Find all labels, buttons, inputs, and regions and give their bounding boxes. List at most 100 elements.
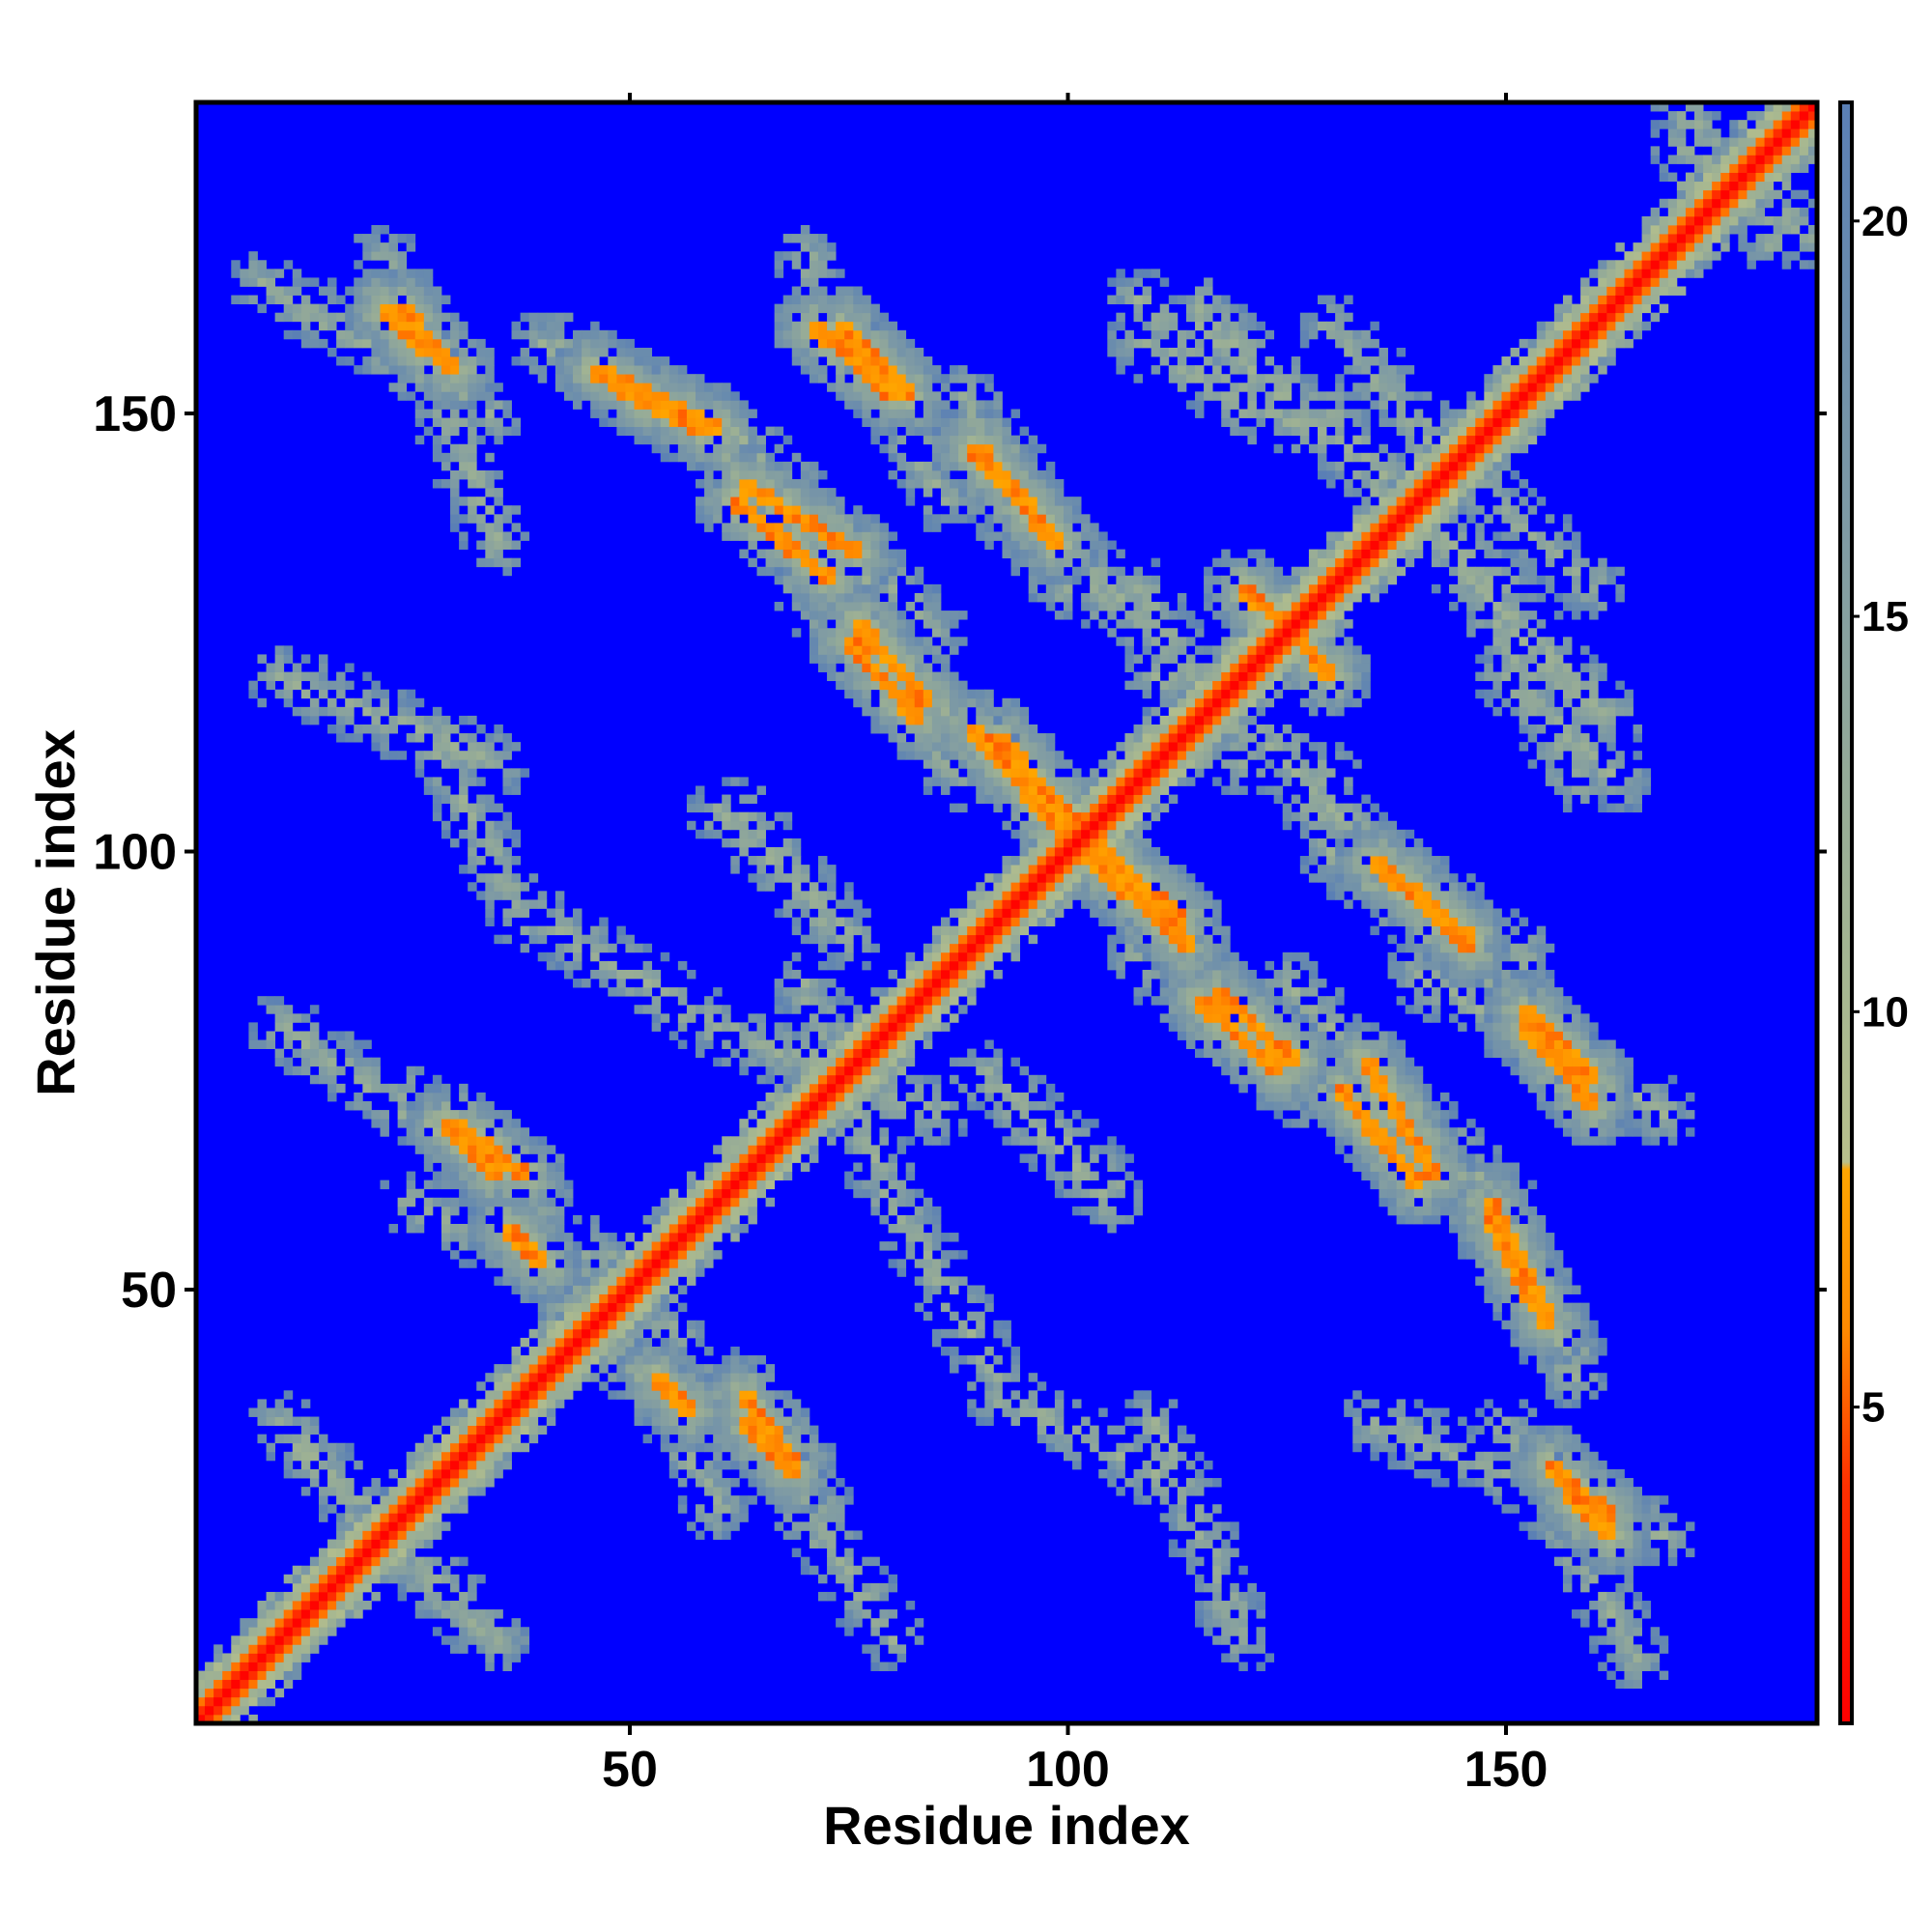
heatmap-cell [888,566,898,577]
heatmap-cell [642,1276,653,1286]
heatmap-cell [704,1381,714,1391]
heatmap-cell [905,1136,916,1146]
heatmap-cell [625,987,635,997]
heatmap-cell [817,1119,828,1128]
heatmap-cell [809,365,819,375]
heatmap-cell [1107,1162,1117,1172]
heatmap-cell [406,1478,416,1488]
heatmap-cell [800,1092,810,1102]
heatmap-cell [406,1101,416,1111]
heatmap-cell [800,934,810,945]
heatmap-cell [440,417,451,427]
heatmap-cell [450,452,460,463]
heatmap-cell [862,1136,871,1146]
heatmap-cell [450,1495,460,1505]
heatmap-cell [432,1092,442,1102]
heatmap-cell [836,952,845,962]
heatmap-cell [923,409,933,418]
heatmap-cell [511,1214,521,1225]
heatmap-cell [896,417,907,427]
heatmap-cell [414,312,425,323]
heatmap-cell [1037,1074,1047,1085]
heatmap-cell [879,523,889,532]
heatmap-cell [791,1434,802,1444]
heatmap-cell [1002,794,1011,805]
heatmap-cell [554,1328,565,1339]
heatmap-cell [494,1136,503,1146]
heatmap-cell [468,1223,477,1234]
heatmap-cell [432,1487,442,1496]
heatmap-cell [879,391,889,401]
heatmap-cell [844,1039,854,1049]
heatmap-cell [713,409,723,418]
heatmap-cell [292,1065,302,1076]
heatmap-cell [563,1293,574,1304]
heatmap-cell [950,1074,959,1085]
heatmap-cell [494,514,503,524]
heatmap-cell [1028,1162,1038,1172]
heatmap-cell [371,1513,381,1522]
heatmap-cell [634,383,643,392]
heatmap-cell [879,680,889,691]
heatmap-cell [950,908,959,918]
heatmap-cell [660,426,670,437]
heatmap-cell [205,1696,214,1707]
heatmap-cell [450,523,460,532]
heatmap-cell [642,356,653,366]
heatmap-cell [537,1355,548,1365]
heatmap-cell [309,1644,320,1654]
heatmap-cell [546,960,556,971]
heatmap-cell [318,1548,328,1558]
heatmap-cell [809,469,819,480]
heatmap-cell [765,1101,776,1111]
heatmap-cell [896,979,907,988]
heatmap-cell [432,356,442,366]
heatmap-cell [862,611,871,620]
heatmap-cell [1019,557,1030,568]
heatmap-cell [616,1293,626,1304]
heatmap-cell [1081,820,1091,831]
heatmap-cell [502,917,512,927]
heatmap-cell [896,347,907,357]
heatmap-cell [651,417,662,427]
heatmap-cell [853,645,863,655]
heatmap-cell [686,417,696,427]
heatmap-cell [1081,1171,1091,1181]
heatmap-cell [468,1627,477,1636]
heatmap-cell [494,882,503,892]
heatmap-cell [950,619,959,629]
heatmap-cell [432,1442,442,1453]
heatmap-cell [292,303,302,314]
heatmap-cell [520,943,530,953]
heatmap-cell [1010,856,1021,866]
heatmap-cell [528,1233,539,1242]
heatmap-cell [862,654,871,664]
heatmap-cell [1002,724,1011,734]
heatmap-cell [976,1373,985,1382]
heatmap-cell [432,1521,442,1531]
heatmap-cell [931,583,942,594]
heatmap-cell [336,724,346,734]
heatmap-cell [668,1214,679,1225]
heatmap-cell [1072,1110,1082,1120]
heatmap-cell [459,1179,469,1190]
heatmap-cell [748,1355,757,1365]
heatmap-cell [879,1565,889,1576]
heatmap-cell [739,1451,749,1462]
heatmap-cell [485,1171,495,1181]
heatmap-cell [1037,751,1047,760]
heatmap-cell [502,846,512,857]
heatmap-cell [554,1293,565,1304]
heatmap-cell [686,435,696,445]
heatmap-cell [791,1442,802,1453]
heatmap-cell [696,1442,705,1453]
heatmap-cell [879,1057,889,1067]
heatmap-cell [888,1644,898,1654]
heatmap-cell [300,706,311,717]
heatmap-cell [283,1627,294,1636]
heatmap-cell [940,1276,951,1286]
heatmap-cell [950,1285,959,1294]
heatmap-cell [940,400,951,410]
heatmap-cell [704,1188,714,1199]
heatmap-cell [1045,891,1056,900]
